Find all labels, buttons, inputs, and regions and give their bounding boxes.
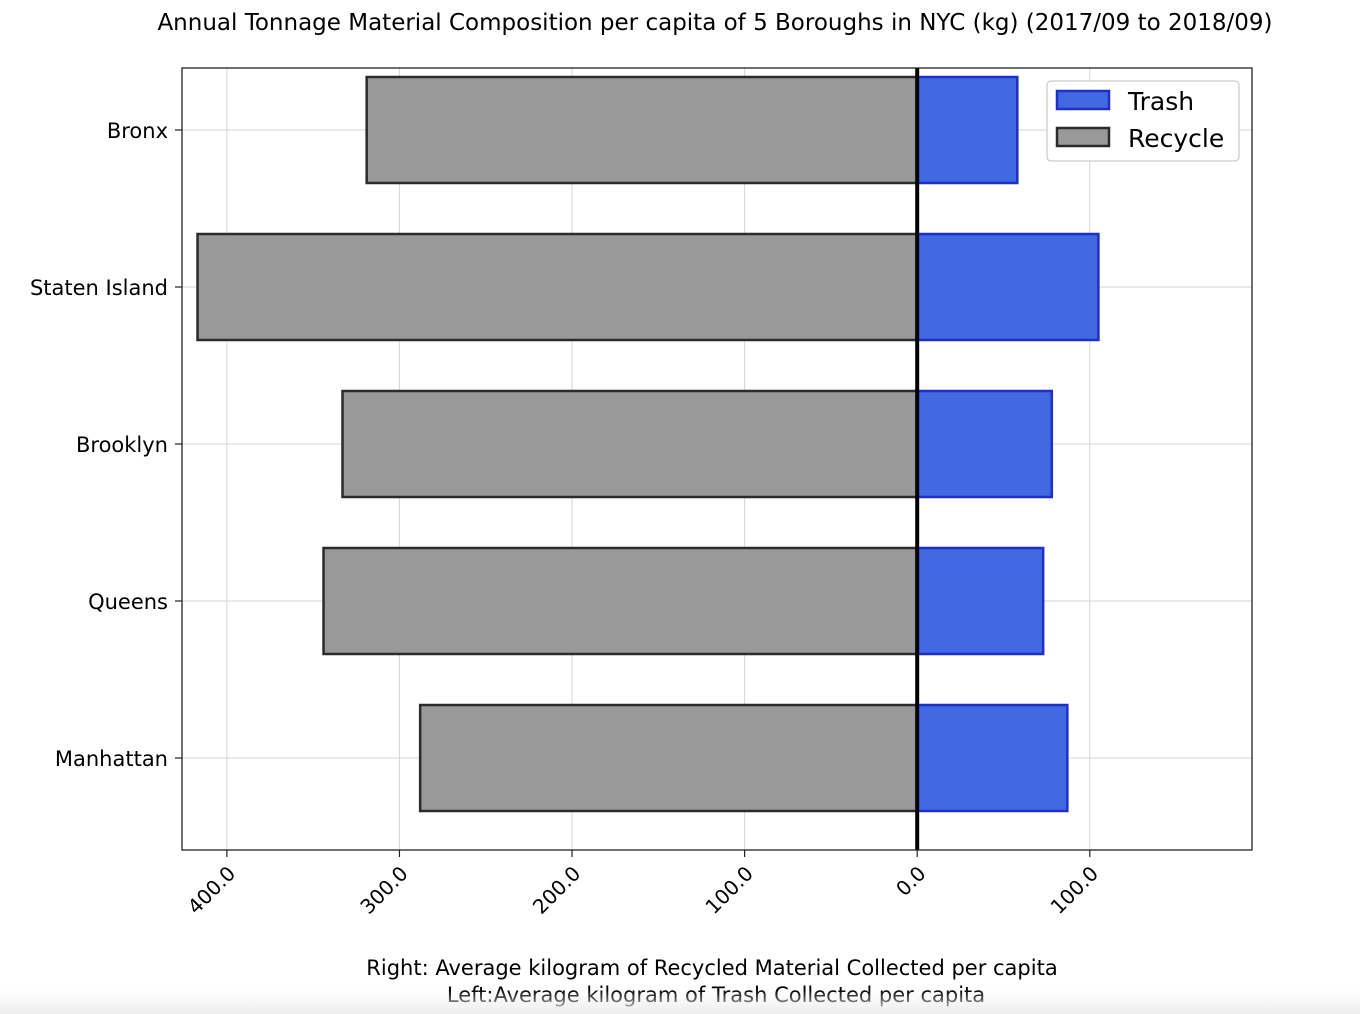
legend-label-trash: Trash xyxy=(1127,87,1194,116)
bar-recycle-manhattan xyxy=(418,703,919,813)
y-tick-label: Staten Island xyxy=(30,276,168,300)
y-tick-label: Bronx xyxy=(107,119,168,143)
page-bottom-fade xyxy=(0,990,1360,1014)
bar-trash-staten-island xyxy=(915,232,1100,342)
x-tick-label: 300.0 xyxy=(355,861,412,918)
x-axis-label-line-1: Right: Average kilogram of Recycled Mate… xyxy=(366,956,1057,980)
bar-recycle-bronx xyxy=(365,75,919,185)
plot-area xyxy=(181,67,1253,851)
y-tick-label: Manhattan xyxy=(55,747,168,771)
x-tick-label: 100.0 xyxy=(700,861,757,918)
bar-trash-brooklyn xyxy=(915,389,1054,499)
y-axis-ticks: Bronx Staten Island Brooklyn Queens Manhatta… xyxy=(30,119,182,771)
legend-swatch-trash xyxy=(1055,89,1111,111)
x-tick-label: 400.0 xyxy=(183,861,240,918)
x-axis-ticks: 400.0 300.0 200.0 100.0 0.0 100.0 xyxy=(183,850,1103,919)
y-tick-label: Brooklyn xyxy=(76,433,168,457)
plot-frame xyxy=(181,67,1253,851)
x-tick-label: 100.0 xyxy=(1046,861,1103,918)
bars xyxy=(196,75,1100,813)
x-tick-label: 0.0 xyxy=(891,861,930,900)
x-tick-label: 200.0 xyxy=(528,861,585,918)
bar-recycle-staten-island xyxy=(196,232,919,342)
bar-trash-manhattan xyxy=(915,703,1069,813)
bar-recycle-brooklyn xyxy=(341,389,919,499)
legend-swatch-recycle xyxy=(1055,126,1111,148)
legend-label-recycle: Recycle xyxy=(1128,124,1224,153)
bar-trash-bronx xyxy=(915,75,1019,185)
legend: Trash Recycle xyxy=(1046,80,1240,162)
chart-title: Annual Tonnage Material Composition per … xyxy=(157,10,1272,36)
y-tick-label: Queens xyxy=(88,590,168,614)
bar-recycle-queens xyxy=(322,546,919,656)
bar-trash-queens xyxy=(915,546,1045,656)
